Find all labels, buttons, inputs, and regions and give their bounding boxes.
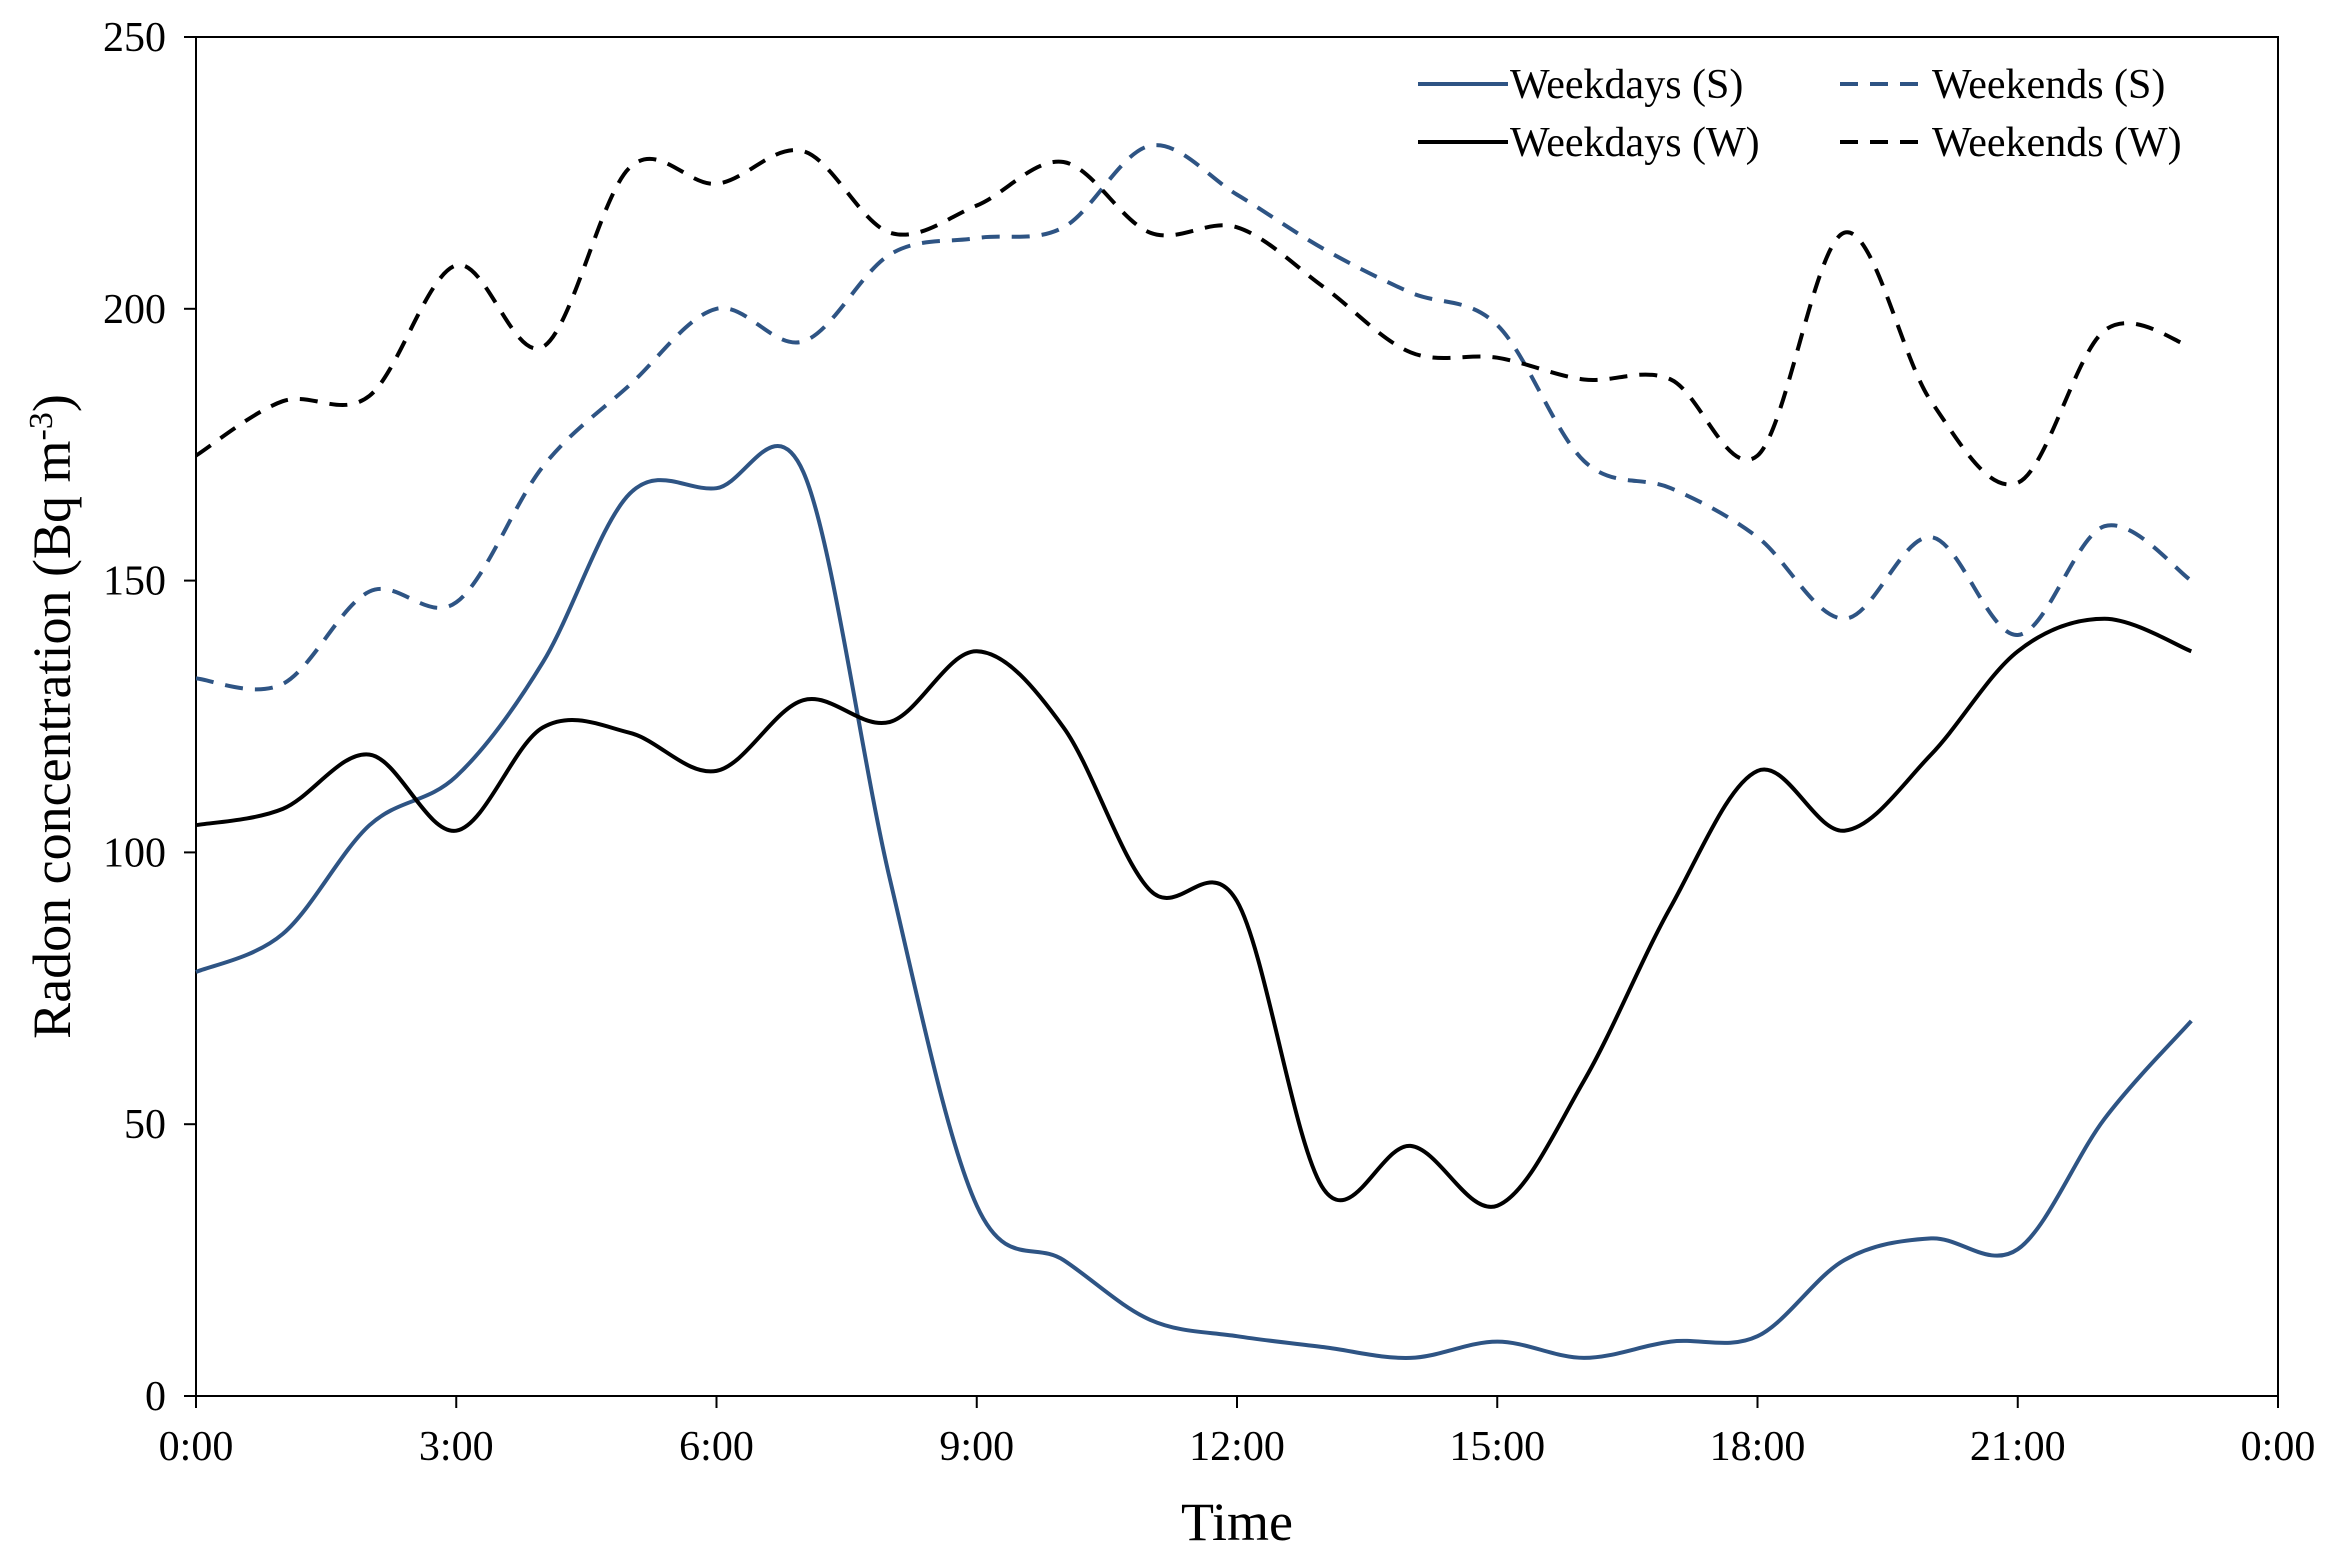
y-tick-label: 100 <box>103 830 166 876</box>
y-tick-label: 250 <box>103 15 166 61</box>
y-axis-title-close: ) <box>22 394 82 412</box>
x-axis-ticks: 0:00 3:00 6:00 9:00 12:00 15:00 18:00 21:00 0:00 <box>159 1396 2316 1470</box>
series-line-weekdays-w <box>195 616 2193 1209</box>
x-tick-label: 3:00 <box>419 1424 494 1470</box>
legend-label-weekends-s: Weekends (S) <box>1932 62 2165 108</box>
y-tick-label: 150 <box>103 559 166 605</box>
x-tick-label: 9:00 <box>939 1424 1014 1470</box>
x-tick-label: 15:00 <box>1449 1424 1545 1470</box>
y-axis-title-main: Radon concentration (Bq m <box>22 440 82 1038</box>
x-tick-label: 6:00 <box>679 1424 754 1470</box>
series-line-weekends-s <box>195 143 2193 692</box>
y-tick-label: 0 <box>145 1374 166 1420</box>
x-tick-label: 0:00 <box>2241 1424 2316 1470</box>
legend-label-weekends-w: Weekends (W) <box>1932 120 2182 166</box>
series-line-weekdays-s <box>195 443 2193 1360</box>
x-tick-label: 21:00 <box>1970 1424 2066 1470</box>
x-axis-title: Time <box>1181 1492 1293 1552</box>
x-tick-label: 18:00 <box>1710 1424 1806 1470</box>
series-line-weekends-w <box>194 148 2192 487</box>
y-tick-label: 200 <box>103 287 166 333</box>
legend-label-weekdays-w: Weekdays (W) <box>1510 120 1760 166</box>
series-lines <box>194 143 2193 1360</box>
y-axis-title-superscript: -3 <box>23 412 60 440</box>
y-tick-label: 50 <box>124 1102 166 1148</box>
x-tick-label: 12:00 <box>1189 1424 1285 1470</box>
legend: Weekdays (S) Weekends (S) Weekdays (W) Week… <box>1418 62 2182 166</box>
x-tick-label: 0:00 <box>159 1424 234 1470</box>
y-axis-ticks: 0 50 100 150 200 250 <box>103 15 196 1420</box>
y-axis-title: Radon concentration (Bq m-3) <box>22 394 82 1039</box>
legend-label-weekdays-s: Weekdays (S) <box>1510 62 1743 108</box>
